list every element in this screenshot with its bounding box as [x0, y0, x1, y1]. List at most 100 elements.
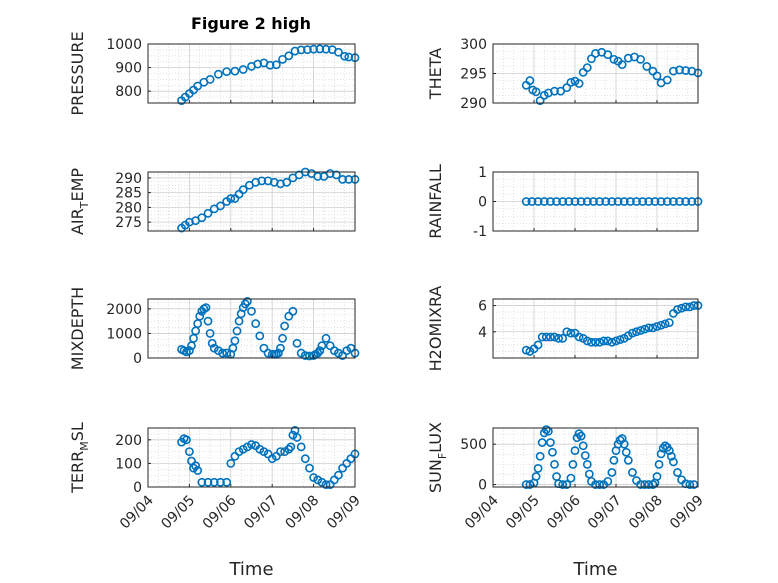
- rainfall-data-point: [607, 197, 617, 206]
- mixdepth-data-point: [222, 348, 232, 358]
- theta-data-point: [617, 60, 627, 70]
- h2omixra-data-point: [533, 340, 543, 350]
- sun-flux-data-point: [591, 480, 600, 489]
- h2omixra-data-point: [656, 320, 666, 330]
- sun-flux-data-point: [621, 447, 631, 457]
- terr-msl-data-point: [226, 458, 236, 468]
- mixdepth-ylabel: MIXDEPTH: [68, 287, 87, 370]
- sun-flux-ylabel: SUNFLUX: [426, 422, 449, 493]
- rainfall-ytick-label: 1: [478, 165, 487, 181]
- h2omixra-data-point: [615, 335, 625, 345]
- sun-flux-data-point: [656, 449, 666, 459]
- rainfall-data-point: [546, 197, 555, 206]
- rainfall-data-point: [570, 197, 580, 206]
- mixdepth-data-point: [276, 343, 285, 353]
- theta-data-point: [623, 53, 633, 63]
- terr-msl-data-point: [182, 435, 191, 445]
- terr-msl-xtick-label: 09/08: [283, 493, 323, 533]
- terr-msl-data-point: [286, 442, 296, 452]
- terr-msl-data-point: [222, 477, 232, 487]
- sun-flux-xtick-label: 09/09: [667, 493, 707, 533]
- sun-flux-data-point: [607, 468, 617, 477]
- theta-ytick-label: 295: [460, 67, 487, 83]
- air-temp-axes-border: [147, 171, 356, 232]
- rainfall-data-point: [589, 197, 598, 206]
- mixdepth-data-point: [278, 333, 287, 343]
- theta-data-point: [535, 96, 545, 106]
- rainfall-panel: -1 0 1 RAINFALL: [426, 164, 703, 240]
- theta-data-point: [609, 54, 619, 64]
- sun-flux-ytick-label: 0: [478, 478, 487, 494]
- pressure-data-point: [205, 75, 215, 84]
- h2omixra-data-point: [648, 323, 658, 333]
- terr-msl-data-point: [203, 477, 213, 487]
- theta-data-point: [603, 50, 613, 60]
- pressure-data-point: [213, 69, 223, 79]
- h2omixra-ytick-label: 4: [478, 325, 487, 341]
- pressure-ytick-label: 800: [115, 84, 142, 100]
- terr-msl-data-point: [334, 470, 343, 480]
- theta-ytick-label: 300: [460, 37, 487, 53]
- theta-data-point: [675, 65, 684, 75]
- mixdepth-data-point: [242, 297, 252, 306]
- mixdepth-data-point: [195, 311, 205, 321]
- pressure-data-point: [271, 60, 281, 70]
- terr-msl-data-point: [300, 454, 310, 464]
- sun-flux-data-point: [574, 429, 584, 439]
- terr-msl-data-point: [191, 461, 201, 471]
- pressure-data-point: [315, 44, 325, 54]
- sun-flux-data-point: [595, 480, 604, 489]
- rainfall-data-point: [662, 197, 672, 206]
- terr-msl-xtick-label: 09/06: [200, 492, 240, 532]
- mixdepth-data-point: [205, 329, 215, 338]
- h2omixra-data-point: [558, 333, 568, 343]
- terr-msl-axes-border: [147, 427, 356, 488]
- air-temp-ylabel: AIRTEMP: [68, 168, 91, 235]
- h2omixra-panel: 4 6 H2OMIXRA: [426, 286, 703, 371]
- h2omixra-data-point: [673, 305, 682, 314]
- sun-flux-data-point: [576, 431, 586, 441]
- sun-flux-xtick-label: 09/08: [626, 493, 666, 533]
- mixdepth-data-point: [263, 348, 273, 358]
- sun-flux-xtick-label: 09/06: [544, 492, 584, 532]
- sun-flux-data-point: [669, 457, 678, 467]
- sun-flux-data-point: [546, 438, 555, 447]
- rainfall-data-point: [687, 197, 697, 206]
- sun-flux-panel: 0 500 09/04 09/05 09/06 09/07 09/08 09/09 SUNFLU…: [426, 422, 707, 580]
- rainfall-data-point: [601, 197, 611, 206]
- pressure-data-point: [296, 45, 306, 55]
- sun-flux-data-point: [537, 438, 547, 447]
- sun-flux-data-point: [664, 446, 674, 456]
- theta-ytick-label: 290: [460, 96, 487, 112]
- air-temp-data-point: [331, 170, 341, 180]
- rainfall-data-point: [625, 197, 635, 206]
- terr-msl-data-point: [197, 477, 207, 487]
- mixdepth-data-point: [207, 338, 217, 348]
- h2omixra-axes: [493, 299, 698, 358]
- rainfall-data-point: [533, 197, 543, 206]
- terr-msl-data-point: [321, 480, 331, 490]
- air-temp-data-point: [313, 172, 323, 181]
- theta-data-point: [591, 49, 600, 58]
- terr-msl-xtick-label: 09/07: [241, 493, 281, 533]
- h2omixra-data-point: [611, 336, 621, 346]
- h2omixra-data-point: [628, 328, 637, 338]
- rainfall-data-point: [675, 197, 684, 206]
- mixdepth-data-point: [255, 331, 265, 341]
- rainfall-data-point: [650, 197, 660, 206]
- rainfall-data-point: [521, 197, 531, 206]
- terr-msl-axes: [148, 428, 355, 487]
- pressure-data-point: [230, 66, 240, 76]
- theta-data-point: [531, 87, 541, 97]
- terr-msl-ytick-label: 200: [115, 433, 142, 449]
- sun-flux-ytick-label: 500: [460, 437, 487, 453]
- air-temp-ytick-label: 290: [115, 171, 142, 187]
- sun-flux-data-point: [541, 425, 551, 435]
- theta-data-point: [574, 79, 584, 88]
- terr-msl-data-point: [276, 447, 285, 456]
- sun-flux-xtick-label: 09/04: [462, 492, 502, 532]
- sun-flux-data-point: [582, 459, 592, 469]
- sun-flux-data-point: [628, 468, 637, 477]
- mixdepth-data-point: [274, 348, 283, 358]
